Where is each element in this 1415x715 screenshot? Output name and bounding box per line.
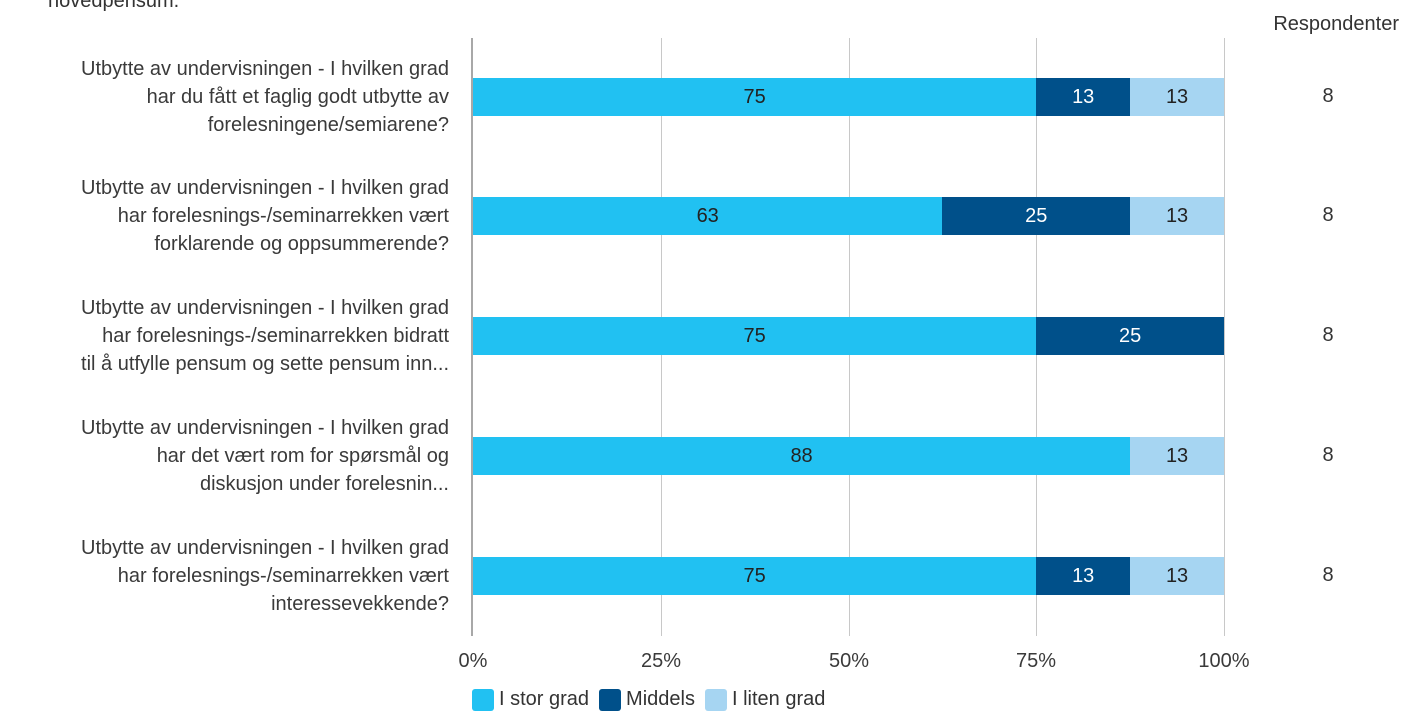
x-tick-label: 0% <box>458 650 488 672</box>
category-label-line: interessevekkende? <box>271 593 449 615</box>
data-label: 13 <box>1165 204 1189 227</box>
legend-item: Middels <box>599 688 695 711</box>
respondent-count: 8 <box>1322 444 1334 466</box>
category-label-line: diskusjon under forelesnin... <box>199 473 449 495</box>
data-label: 63 <box>696 204 719 227</box>
legend-label: Middels <box>626 688 695 710</box>
bar-segment: 13 <box>1130 437 1224 475</box>
respondent-count: 8 <box>1322 85 1334 107</box>
legend-item: I stor grad <box>472 688 589 711</box>
bar-segment: 63 <box>473 197 943 235</box>
category-label-line: har forelesnings-/seminarrekken bidratt <box>102 325 449 347</box>
category-label-line: Utbytte av undervisningen - I hvilken gr… <box>81 417 449 439</box>
bar-segment: 13 <box>1130 197 1224 235</box>
category-label: Utbytte av undervisningen - I hvilken gr… <box>0 174 449 258</box>
category-label: Utbytte av undervisningen - I hvilken gr… <box>0 294 449 378</box>
bar-segment: 25 <box>942 197 1131 235</box>
bar-segment: 13 <box>1036 557 1131 595</box>
legend: I stor grad Middels I liten grad <box>472 688 825 711</box>
category-label-line: har det vært rom for spørsmål og <box>156 445 449 467</box>
x-tick-label: 100% <box>1198 650 1250 672</box>
data-label: 88 <box>790 444 813 467</box>
legend-label: I liten grad <box>731 688 826 710</box>
category-label-line: Utbytte av undervisningen - I hvilken gr… <box>81 537 449 559</box>
bar-segment: 75 <box>473 78 1037 116</box>
y-axis-line <box>471 38 473 636</box>
data-label: 13 <box>1072 85 1095 108</box>
data-label: 25 <box>1119 324 1142 347</box>
category-label-line: har forelesnings-/seminarrekken vært <box>117 565 449 587</box>
legend-swatch <box>599 688 622 711</box>
category-label: Utbytte av undervisningen - I hvilken gr… <box>0 55 449 139</box>
bar-segment: 13 <box>1036 78 1131 116</box>
chart-title-clipped: hovedpensum. <box>48 0 180 12</box>
legend-label: I stor grad <box>499 688 590 710</box>
category-label-line: forelesningene/semiarene? <box>207 114 449 136</box>
category-label-line: har du fått et faglig godt utbytte av <box>146 86 449 108</box>
category-label-line: Utbytte av undervisningen - I hvilken gr… <box>81 177 449 199</box>
category-label-line: til å utfylle pensum og sette pensum inn… <box>81 353 449 375</box>
category-label-line: Utbytte av undervisningen - I hvilken gr… <box>81 297 449 319</box>
data-label: 13 <box>1165 444 1189 467</box>
respondent-count: 8 <box>1322 564 1334 586</box>
respondent-count: 8 <box>1322 324 1334 346</box>
legend-swatch <box>472 688 494 711</box>
category-label-line: Utbytte av undervisningen - I hvilken gr… <box>81 58 449 80</box>
data-label: 75 <box>743 564 766 587</box>
category-label-line: har forelesnings-/seminarrekken vært <box>117 205 449 227</box>
bar-segment: 75 <box>473 317 1037 355</box>
bar-segment: 13 <box>1130 78 1224 116</box>
legend-swatch <box>704 688 727 711</box>
data-label: 75 <box>743 85 766 108</box>
data-label: 75 <box>743 324 766 347</box>
x-tick-label: 75% <box>1015 650 1057 672</box>
x-tick-label: 50% <box>828 650 870 672</box>
bar-segment: 75 <box>473 557 1037 595</box>
data-label: 13 <box>1165 85 1189 108</box>
respondents-header: Respondenter <box>1273 13 1399 35</box>
data-label: 25 <box>1025 204 1048 227</box>
category-label: Utbytte av undervisningen - I hvilken gr… <box>0 414 449 498</box>
legend-item: I liten grad <box>704 688 826 711</box>
respondent-count: 8 <box>1322 204 1334 226</box>
category-label: Utbytte av undervisningen - I hvilken gr… <box>0 534 449 618</box>
data-label: 13 <box>1165 564 1189 587</box>
category-label-line: forklarende og oppsummerende? <box>154 233 449 255</box>
bar-segment: 25 <box>1036 317 1224 355</box>
bar-segment: 88 <box>473 437 1131 475</box>
x-tick-label: 25% <box>640 650 682 672</box>
data-label: 13 <box>1072 564 1095 587</box>
bar-segment: 13 <box>1130 557 1224 595</box>
gridline <box>1224 38 1225 636</box>
